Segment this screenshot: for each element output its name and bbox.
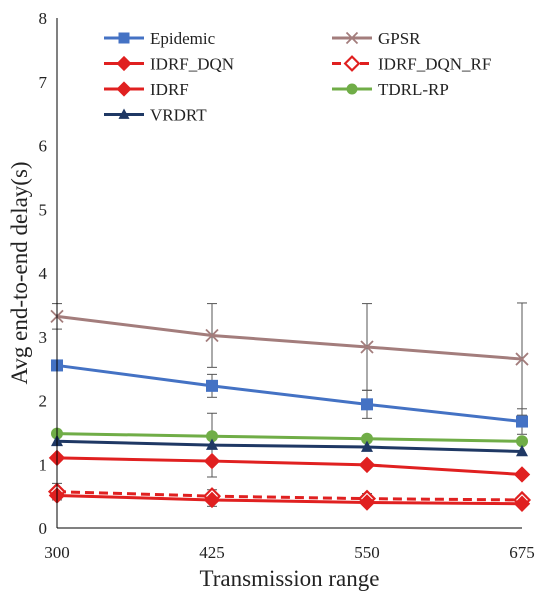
data-point xyxy=(516,415,528,428)
legend-item: IDRF xyxy=(104,80,189,99)
data-point xyxy=(516,444,528,457)
data-point xyxy=(360,340,374,354)
y-tick-label: 0 xyxy=(39,519,48,538)
legend-marker xyxy=(118,108,130,119)
legend-label: Epidemic xyxy=(150,29,216,48)
series-lines xyxy=(56,314,523,506)
series-line-idrf-dqn xyxy=(56,456,523,476)
x-tick-label: 550 xyxy=(354,543,380,562)
legend-item: IDRF_DQN xyxy=(104,55,234,74)
legend-marker xyxy=(116,55,132,72)
data-point xyxy=(206,379,218,392)
y-tick-label: 7 xyxy=(39,73,48,92)
series-line-vrdrt xyxy=(56,439,523,453)
y-tick-label: 8 xyxy=(39,9,48,28)
data-point xyxy=(513,466,531,483)
error-bars xyxy=(52,302,527,507)
data-point xyxy=(361,398,373,411)
data-point xyxy=(206,430,218,443)
x-tick-labels: 300 425 550 675 xyxy=(44,543,535,562)
legend-item: TDRL-RP xyxy=(332,80,449,99)
legend-item: Epidemic xyxy=(104,29,216,48)
axes: 300 425 550 675 0 1 2 3 4 5 6 7 8 xyxy=(39,9,535,562)
series-line-idrf-dqn-rf xyxy=(56,490,523,502)
legend: Epidemic GPSR IDRF_DQN IDRF_DQN_RF IDRF TDRL-… xyxy=(104,29,491,125)
y-tick-labels: 0 1 2 3 4 5 6 7 8 xyxy=(39,9,48,538)
y-tick-label: 6 xyxy=(39,137,48,156)
legend-marker xyxy=(343,55,361,72)
legend-label: VRDRT xyxy=(150,106,207,125)
legend-marker xyxy=(116,81,132,97)
data-point xyxy=(206,438,218,450)
series-markers xyxy=(47,309,532,512)
legend-marker xyxy=(345,31,359,45)
y-tick-label: 2 xyxy=(39,392,48,411)
data-point xyxy=(205,328,219,343)
legend-label: GPSR xyxy=(378,29,421,48)
y-tick-label: 4 xyxy=(39,264,48,283)
data-point xyxy=(361,440,373,452)
x-tick-label: 675 xyxy=(509,543,535,562)
data-point xyxy=(516,435,528,448)
series-line-tdrl-rp xyxy=(56,432,523,443)
legend-item: GPSR xyxy=(332,29,421,48)
legend-label: IDRF_DQN xyxy=(150,55,234,74)
series-line-epidemic xyxy=(56,363,523,424)
data-point xyxy=(358,456,376,474)
legend-label: IDRF xyxy=(150,80,189,99)
x-tick-label: 425 xyxy=(199,543,225,562)
legend-marker xyxy=(118,32,130,44)
data-point xyxy=(203,491,221,509)
legend-item: IDRF_DQN_RF xyxy=(332,55,491,74)
data-point xyxy=(358,494,376,511)
data-point xyxy=(513,495,531,512)
data-point xyxy=(203,452,221,470)
data-point xyxy=(361,432,373,445)
series-line-idrf xyxy=(56,493,523,506)
legend-label: IDRF_DQN_RF xyxy=(378,55,491,74)
y-tick-label: 1 xyxy=(39,455,48,474)
series-line-gpsr xyxy=(56,314,523,361)
y-tick-label: 3 xyxy=(39,328,48,347)
legend-item: VRDRT xyxy=(104,106,207,125)
y-tick-label: 5 xyxy=(39,200,48,219)
legend-marker xyxy=(346,83,358,95)
x-tick-label: 300 xyxy=(44,543,70,562)
x-axis-title: Transmission range xyxy=(200,566,380,591)
data-point xyxy=(515,352,529,366)
y-axis-title: Avg end-to-end delay(s) xyxy=(7,161,32,384)
legend-label: TDRL-RP xyxy=(378,80,449,99)
